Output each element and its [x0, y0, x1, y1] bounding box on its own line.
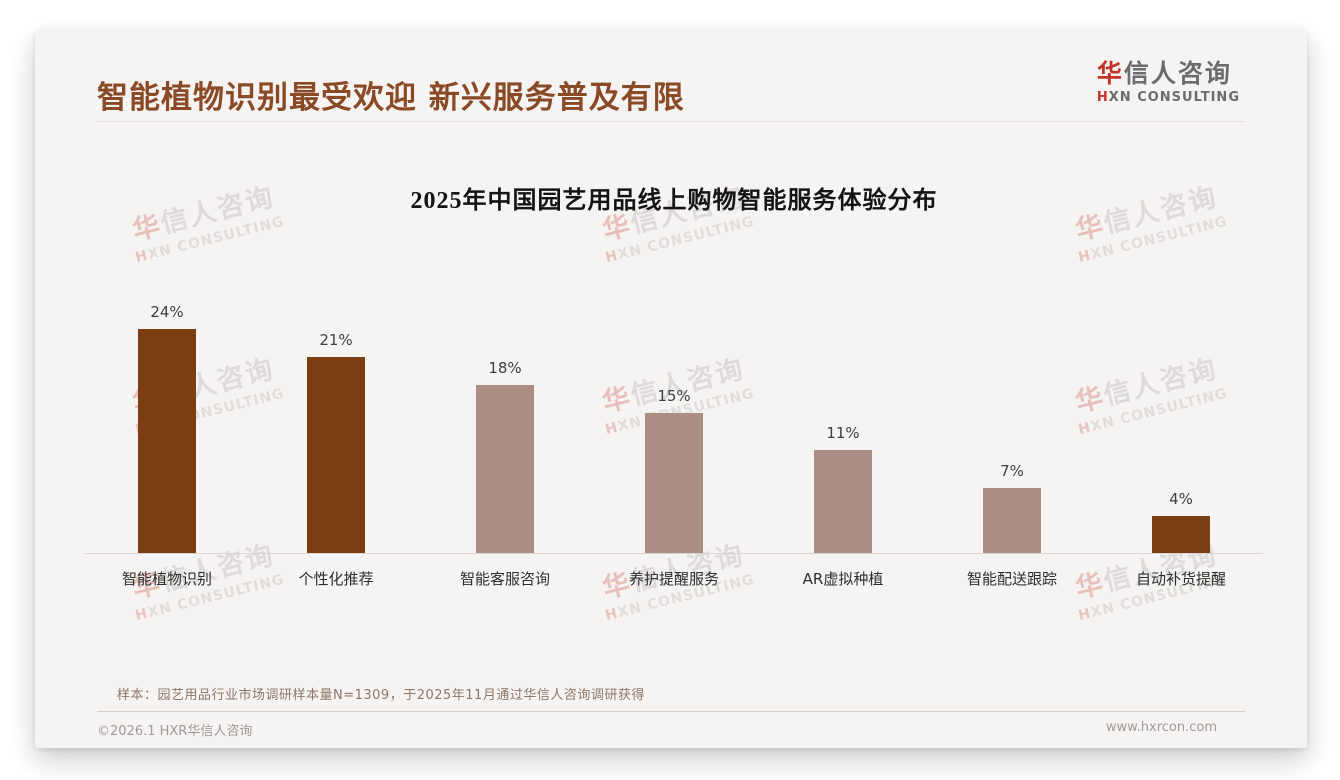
bar-category-label: 智能配送跟踪 — [966, 570, 1058, 588]
brand-logo: 华信人咨询 HXN CONSULTING — [1097, 58, 1240, 106]
bar-5 — [814, 450, 872, 553]
bar-value-label: 21% — [319, 331, 353, 349]
bar-category-label: 养护提醒服务 — [628, 570, 720, 588]
bar-category-label: 智能客服咨询 — [459, 570, 551, 588]
footer-divider — [97, 711, 1245, 712]
brand-logo-rest: 信人咨询 — [1123, 59, 1232, 88]
bar-4 — [645, 413, 703, 553]
bar-2 — [307, 357, 365, 553]
bar-chart: 24% 智能植物识别 21% 个性化推荐 18% 智能客服咨询 15% 养护提醒服务 11% AR… — [85, 303, 1263, 588]
brand-logo-chinese: 华信人咨询 — [1097, 58, 1240, 90]
brand-logo-accent-char: 华 — [1096, 59, 1124, 88]
bar-category-label: 智能植物识别 — [121, 570, 213, 588]
bar-6 — [983, 488, 1041, 553]
brand-logo-en-accent: H — [1096, 90, 1109, 105]
header-divider — [97, 121, 1245, 122]
bar-category-label: 个性化推荐 — [298, 570, 374, 588]
brand-logo-english: HXN CONSULTING — [1097, 90, 1240, 106]
bar-3 — [476, 385, 534, 553]
website-text: www.hxrcon.com — [1105, 720, 1217, 735]
bar-category-label: AR虚拟种植 — [802, 570, 884, 588]
bar-value-label: 24% — [150, 303, 184, 321]
brand-logo-en-rest: XN CONSULTING — [1108, 90, 1240, 105]
page-title: 智能植物识别最受欢迎 新兴服务普及有限 — [97, 80, 685, 116]
bar-value-label: 11% — [826, 424, 860, 442]
bar-value-label: 7% — [1000, 462, 1024, 480]
x-axis-baseline — [85, 553, 1263, 554]
copyright-text: ©2026.1 HXR华信人咨询 — [97, 724, 253, 739]
bar-7 — [1152, 516, 1210, 553]
bar-category-label: 自动补货提醒 — [1135, 570, 1227, 588]
sample-note: 样本：园艺用品行业市场调研样本量N=1309，于2025年11月通过华信人咨询调… — [117, 688, 645, 703]
bar-value-label: 15% — [657, 387, 691, 405]
report-card: 华信人咨询 HXN CONSULTING 华信人咨询 HXN CONSULTING 华信… — [35, 30, 1307, 748]
chart-title: 2025年中国园艺用品线上购物智能服务体验分布 — [410, 188, 938, 214]
bar-value-label: 18% — [488, 359, 522, 377]
bar-value-label: 4% — [1169, 490, 1193, 508]
bar-1 — [138, 329, 196, 553]
